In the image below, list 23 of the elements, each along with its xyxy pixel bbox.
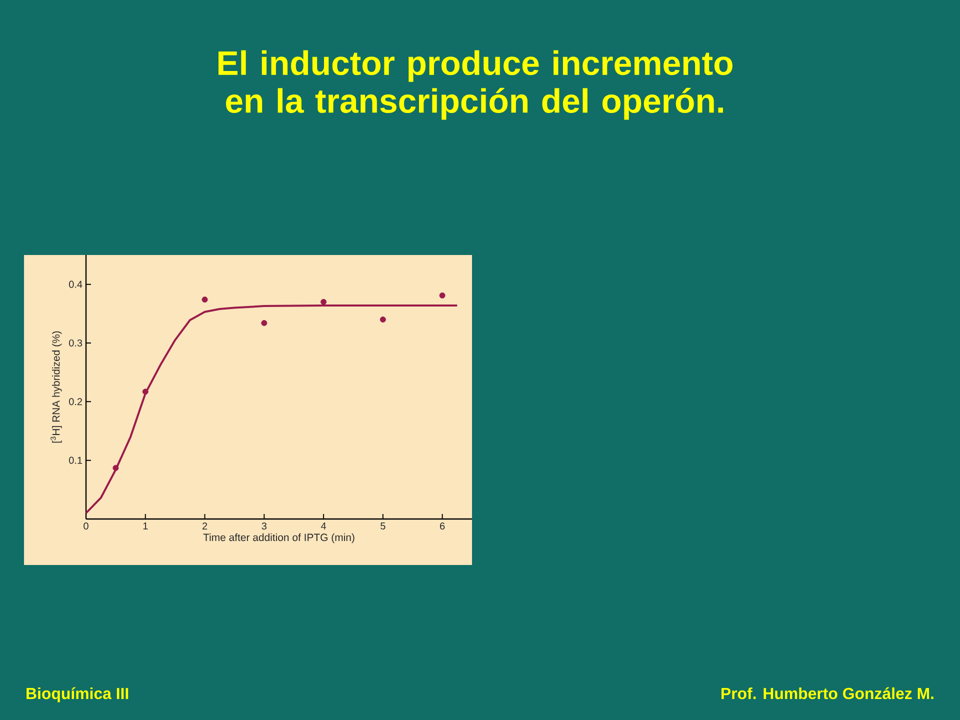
x-tick-label: 2 (202, 522, 208, 530)
point (439, 292, 446, 298)
x-tick-label: 0 (84, 522, 88, 530)
text: Bioquímica III (26, 687, 128, 702)
y-tick-label: 0.3 (69, 339, 82, 347)
point (380, 316, 386, 323)
x-tick-label: 4 (321, 522, 326, 530)
point (320, 298, 327, 305)
x-tick-label: 6 (440, 522, 445, 530)
y-tick-label: 0.1 (69, 456, 82, 464)
x-axis-title: Time after addition of IPTG (min) (203, 533, 354, 544)
x-tick-label: 1 (143, 522, 148, 530)
x-tick-label: 3 (262, 522, 266, 530)
x-tick-label: 5 (380, 522, 386, 530)
text: Prof. Humberto González M. (722, 687, 934, 700)
y-tick-label: 0.4 (69, 280, 82, 288)
point (261, 320, 268, 326)
y-tick-label: 0.2 (69, 398, 82, 406)
chart-title: El inductor produce incremento en la transcripción del operón. (218, 50, 732, 120)
y-axis-title: [$^{3}$H] RNA hybridized (%) (50, 331, 62, 443)
point (202, 296, 208, 303)
point (142, 388, 148, 395)
point (112, 464, 119, 471)
